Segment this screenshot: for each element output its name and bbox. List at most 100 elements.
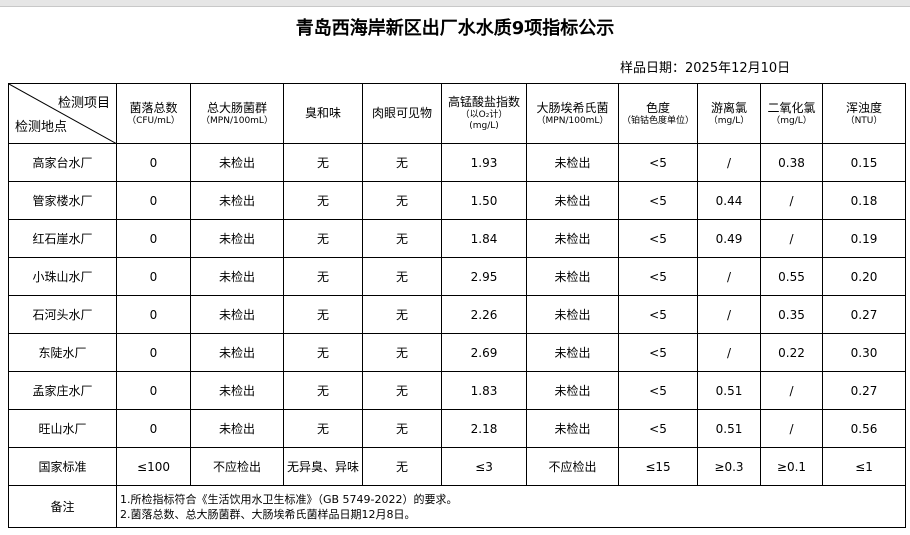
cell: <5 xyxy=(618,143,698,182)
cell: 无 xyxy=(362,143,442,182)
cell: 未检出 xyxy=(526,295,619,334)
cell: 0.19 xyxy=(822,219,906,258)
header-unit: （CFU/mL） xyxy=(127,115,180,126)
cell: ≤1 xyxy=(822,447,906,486)
remark-text: 1.所检指标符合《生活饮用水卫生标准》（GB 5749-2022）的要求。 2.菌… xyxy=(116,485,906,528)
cell: 0.56 xyxy=(822,409,906,448)
cell: 无 xyxy=(283,409,363,448)
header-unit: （铂钴色度单位） xyxy=(621,115,694,126)
row: 孟家庄水厂 0 未检出无无 1.83 未检出 <5 0.51/0.27 xyxy=(8,371,906,410)
cell: 0.18 xyxy=(822,181,906,220)
cell: 0 xyxy=(116,371,191,410)
cell: 无 xyxy=(362,257,442,296)
cell: <5 xyxy=(618,371,698,410)
site-cell: 东陡水厂 xyxy=(8,333,117,372)
cell: 未检出 xyxy=(190,219,284,258)
row: 红石崖水厂 0 未检出无无 1.84 未检出 <5 0.49/0.19 xyxy=(8,219,906,258)
header-cell: 臭和味 xyxy=(283,83,363,144)
cell: 无异臭、异味 xyxy=(283,447,363,486)
header-cell: 总大肠菌群 （MPN/100mL） xyxy=(190,83,284,144)
cell: 2.69 xyxy=(441,333,527,372)
title: 青岛西海岸新区出厂水水质9项指标公示 xyxy=(295,18,615,39)
table: 检测项目 检测地点 菌落总数 （CFU/mL） 总大肠菌群 （MPN/100mL） 臭和味肉… xyxy=(8,83,906,528)
cell: 0 xyxy=(116,219,191,258)
cell: 无 xyxy=(283,143,363,182)
header-unit: （mg/L） xyxy=(708,115,750,126)
cell: ≤3 xyxy=(441,447,527,486)
header-unit: （以O₂计） xyxy=(460,110,508,120)
site-cell: 红石崖水厂 xyxy=(8,219,117,258)
cell: 0.27 xyxy=(822,295,906,334)
cell: 无 xyxy=(283,219,363,258)
cell: <5 xyxy=(618,409,698,448)
cell: 未检出 xyxy=(526,333,619,372)
row: 旺山水厂 0 未检出无无 2.18 未检出 <5 0.51/0.56 xyxy=(8,409,906,448)
cell: 无 xyxy=(283,295,363,334)
cell: 2.26 xyxy=(441,295,527,334)
site-cell: 石河头水厂 xyxy=(8,295,117,334)
row: 高家台水厂 0 未检出无无 1.93 未检出 <5/0.38 0.15 xyxy=(8,143,906,182)
cell: / xyxy=(697,143,761,182)
row: 石河头水厂 0 未检出无无 2.26 未检出 <5/0.35 0.27 xyxy=(8,295,906,334)
cell: 未检出 xyxy=(526,409,619,448)
header-cell: 肉眼可见物 xyxy=(362,83,442,144)
header-label: 二氧化氯 xyxy=(767,100,816,115)
cell: <5 xyxy=(618,181,698,220)
cell: 未检出 xyxy=(190,409,284,448)
remark-label: 备注 xyxy=(8,485,117,528)
cell: 1.93 xyxy=(441,143,527,182)
header-cell: 色度 （铂钴色度单位） xyxy=(618,83,698,144)
site-cell: 高家台水厂 xyxy=(8,143,117,182)
cell: 未检出 xyxy=(526,219,619,258)
header-row: 检测项目 检测地点 菌落总数 （CFU/mL） 总大肠菌群 （MPN/100mL） 臭和味肉… xyxy=(8,83,906,144)
remark-row: 备注 1.所检指标符合《生活饮用水卫生标准》（GB 5749-2022）的要求。 2… xyxy=(8,485,906,528)
header-label: 肉眼可见物 xyxy=(371,106,432,120)
cell: 0.51 xyxy=(697,409,761,448)
header-unit: （mg/L） xyxy=(771,115,812,126)
cell: 无 xyxy=(362,447,442,486)
header-label: 菌落总数 xyxy=(129,100,178,115)
corner-top: 检测项目 xyxy=(57,96,110,111)
row: 国家标准 ≤100 不应检出 无异臭、异味无 ≤3 不应检出 ≤15 ≥0.3 ≥0.1 ≤1 xyxy=(8,447,906,486)
cell: 0 xyxy=(116,409,191,448)
header-label: 高锰酸盐指数 xyxy=(447,95,520,109)
cell: ≤15 xyxy=(618,447,698,486)
row: 小珠山水厂 0 未检出无无 2.95 未检出 <5/0.55 0.20 xyxy=(8,257,906,296)
header-unit: （MPN/100mL） xyxy=(536,115,609,126)
cell: 0.55 xyxy=(760,257,823,296)
cell: 1.50 xyxy=(441,181,527,220)
site-cell: 孟家庄水厂 xyxy=(8,371,117,410)
cell: / xyxy=(760,219,823,258)
cell: 0.49 xyxy=(697,219,761,258)
header-cell: 二氧化氯 （mg/L） xyxy=(760,83,823,144)
cell: 未检出 xyxy=(190,257,284,296)
cell: 0.27 xyxy=(822,371,906,410)
corner-bottom: 检测地点 xyxy=(15,120,68,135)
cell: 0.20 xyxy=(822,257,906,296)
cell: 无 xyxy=(362,333,442,372)
cell: ≤100 xyxy=(116,447,191,486)
header-label: 游离氯 xyxy=(710,100,747,115)
site-cell: 小珠山水厂 xyxy=(8,257,117,296)
row: 东陡水厂 0 未检出无无 2.69 未检出 <5/0.22 0.30 xyxy=(8,333,906,372)
cell: 0.15 xyxy=(822,143,906,182)
header-label: 浑浊度 xyxy=(845,100,882,115)
cell: 0.38 xyxy=(760,143,823,182)
cell: 未检出 xyxy=(190,143,284,182)
cell: / xyxy=(760,371,823,410)
cell: 2.95 xyxy=(441,257,527,296)
header-cell: 菌落总数 （CFU/mL） xyxy=(116,83,191,144)
header-label: 色度 xyxy=(645,100,670,115)
cell: 0 xyxy=(116,257,191,296)
cell: 不应检出 xyxy=(190,447,284,486)
site-cell: 国家标准 xyxy=(8,447,117,486)
cell: 无 xyxy=(362,219,442,258)
site-cell: 管家楼水厂 xyxy=(8,181,117,220)
column-header-strip xyxy=(0,0,910,7)
cell: 无 xyxy=(362,181,442,220)
cell: 未检出 xyxy=(190,371,284,410)
header-cell: 游离氯 （mg/L） xyxy=(697,83,761,144)
cell: 0 xyxy=(116,143,191,182)
header-label: 臭和味 xyxy=(304,106,341,120)
